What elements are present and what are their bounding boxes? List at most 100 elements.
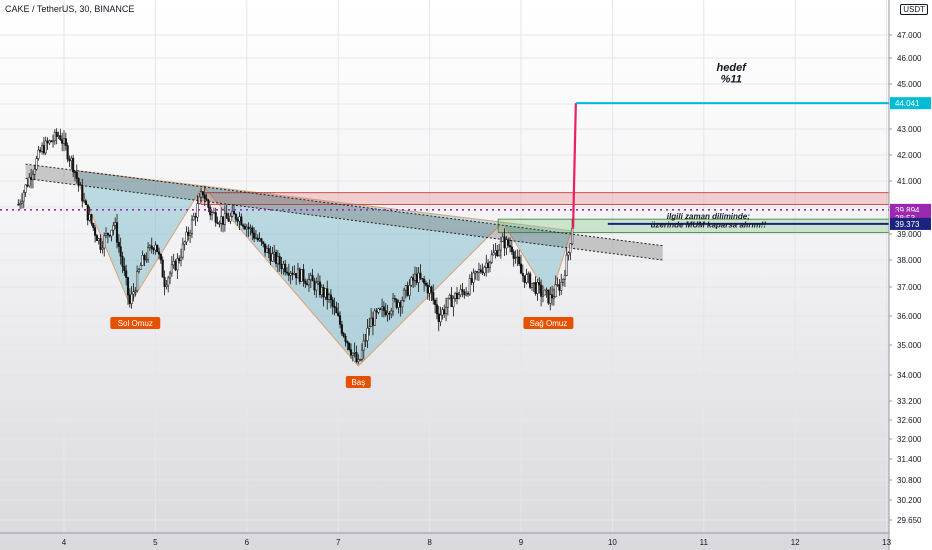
candle-body — [529, 273, 532, 288]
candle-body — [359, 359, 362, 361]
candle-body — [311, 275, 314, 282]
candle-body — [66, 145, 69, 160]
candle-body — [152, 248, 155, 251]
candle-body — [538, 282, 541, 286]
candle-body — [225, 213, 228, 219]
overlays: hedef%11 ilgili zaman diliminde;üzerinde … — [0, 62, 889, 388]
candle-body — [413, 273, 417, 281]
candle-body — [251, 227, 254, 234]
candle-body — [397, 302, 400, 308]
candle-body — [231, 210, 234, 217]
candle-body — [390, 310, 393, 315]
note-line-2: üzerinde MUM kaparsa alırım!! — [651, 220, 767, 229]
price-label: 39.373 — [895, 220, 920, 229]
price-label-bg — [890, 217, 931, 230]
candle-body — [501, 236, 504, 242]
candle-body — [158, 251, 161, 255]
price-label: 44.041 — [895, 99, 920, 108]
candle-body — [72, 157, 75, 173]
candle-body — [545, 289, 548, 291]
candle-body — [33, 168, 36, 175]
candle-body — [507, 239, 510, 246]
candle-body — [300, 269, 303, 282]
candle-body — [216, 222, 219, 224]
pattern-label-bg — [523, 317, 574, 329]
candle-body — [249, 227, 252, 229]
y-tick-label: 34.000 — [897, 371, 922, 380]
candle-body — [64, 138, 67, 146]
candle-body — [92, 223, 95, 228]
pattern-label-bg — [345, 376, 371, 388]
candle-body — [170, 264, 173, 274]
candle-body — [519, 263, 523, 274]
y-tick-label: 42.000 — [897, 151, 922, 160]
candle-body — [476, 271, 479, 273]
candle-body — [382, 306, 385, 311]
candle-body — [110, 229, 113, 237]
candle-body — [487, 262, 490, 268]
candle-body — [485, 262, 488, 268]
candle-body — [179, 256, 183, 261]
target-leg — [571, 103, 577, 229]
candle-body — [178, 258, 181, 261]
y-tick-label: 31.400 — [897, 455, 922, 464]
candle-body — [402, 289, 406, 301]
candle-body — [561, 278, 565, 283]
candle-body — [404, 285, 407, 291]
candle-body — [388, 312, 391, 315]
candle-body — [125, 270, 128, 278]
candle-body — [419, 272, 422, 279]
candle-body — [450, 294, 453, 308]
candle-body — [295, 273, 298, 279]
candle-body — [536, 282, 539, 294]
candle-body — [320, 287, 323, 295]
candle-body — [79, 184, 82, 186]
candle-body — [42, 145, 45, 154]
candle-body — [401, 300, 404, 308]
candle-body — [247, 226, 250, 229]
candle-body — [552, 296, 555, 299]
candle-body — [466, 293, 470, 295]
candle-body — [97, 238, 100, 242]
candle-body — [240, 216, 243, 226]
y-tick-label: 46.000 — [897, 54, 922, 63]
candle-body — [344, 336, 347, 342]
candle-body — [381, 306, 384, 310]
candle-body — [106, 232, 109, 236]
candle-body — [554, 284, 557, 297]
candle-body — [53, 131, 56, 142]
currency-button[interactable]: USDT — [900, 4, 928, 15]
candle-body — [168, 272, 172, 279]
candle-body — [83, 200, 86, 202]
y-tick-label: 43.000 — [897, 125, 922, 134]
x-tick-label: 6 — [245, 538, 250, 547]
candle-body — [81, 184, 84, 202]
y-tick-label: 29.650 — [897, 516, 922, 525]
candle-body — [212, 212, 215, 214]
candle-body — [44, 140, 47, 154]
candle-body — [313, 280, 316, 291]
candle-body — [254, 237, 257, 240]
candle-body — [530, 283, 534, 288]
candle-body — [346, 341, 349, 344]
candle-body — [370, 317, 373, 327]
candle-body — [84, 200, 87, 206]
right-shoulder-area — [501, 221, 572, 300]
candle-body — [474, 271, 477, 274]
candle-body — [521, 273, 524, 276]
candle-body — [236, 219, 239, 222]
target-title: hedef — [717, 62, 748, 74]
x-tick-label: 8 — [427, 538, 432, 547]
candle-body — [192, 216, 195, 221]
candle-body — [291, 272, 294, 275]
x-tick-label: 4 — [62, 538, 67, 547]
candle-body — [154, 244, 157, 251]
candle-body — [51, 140, 55, 143]
candle-body — [101, 247, 104, 250]
candle-body — [307, 279, 311, 286]
candle-body — [203, 194, 206, 199]
candle-body — [366, 327, 369, 341]
candle-body — [258, 238, 261, 241]
price-label: 39.894 — [895, 206, 920, 215]
